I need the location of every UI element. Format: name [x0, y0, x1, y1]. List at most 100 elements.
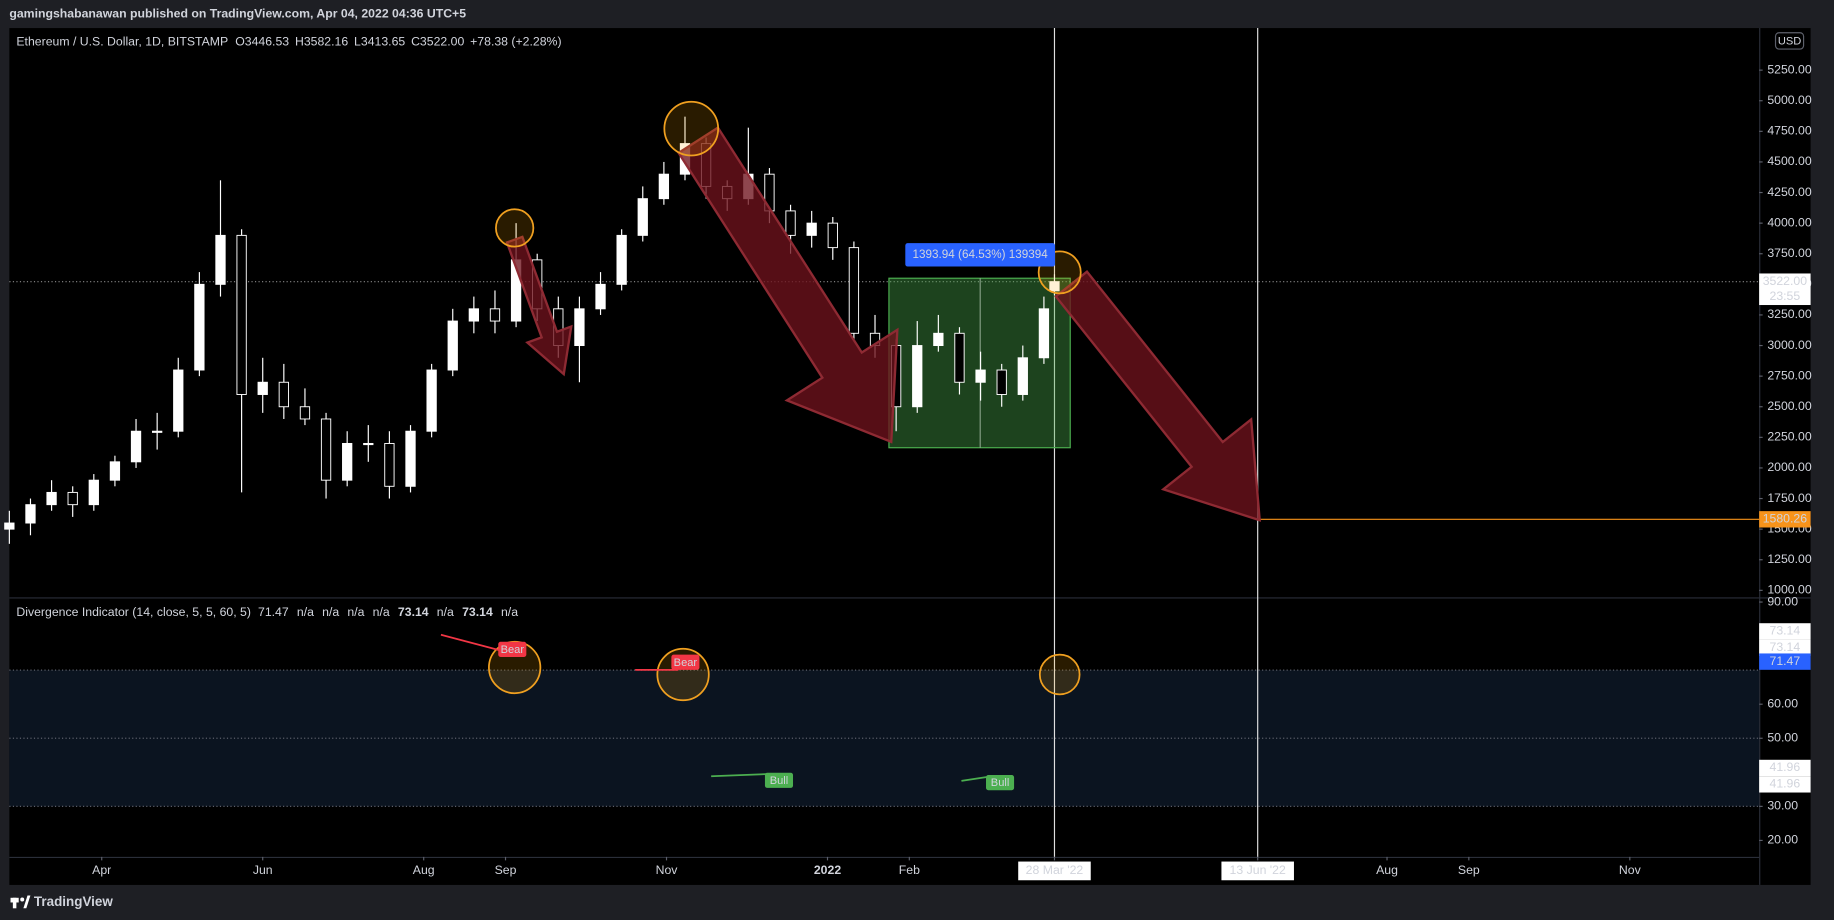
- legend-key: C: [411, 34, 420, 48]
- candle-body: [637, 198, 648, 236]
- candle-body: [25, 504, 36, 524]
- candle-body: [278, 381, 289, 408]
- highlight-circle: [1038, 653, 1081, 696]
- x-tick-label: 13 Jun '22: [1230, 863, 1286, 877]
- axis-label: 41.96: [1770, 760, 1801, 774]
- candle-body: [130, 430, 142, 463]
- candle-body: [785, 210, 796, 236]
- brand-logo: [10, 895, 31, 909]
- candle-body: [574, 308, 585, 347]
- y-tick-label: 4500.00: [1767, 154, 1812, 168]
- candle-body: [616, 234, 627, 285]
- x-tick-label: Aug: [1376, 863, 1398, 877]
- legend-key: O: [235, 34, 245, 48]
- divergence-label: Bull: [991, 777, 1010, 789]
- legend-change: +78.38 (+2.28%): [470, 34, 561, 48]
- axis-label: 1580.26: [1763, 512, 1808, 526]
- legend-key: H: [295, 34, 304, 48]
- y-tick-label: 2250.00: [1767, 430, 1812, 444]
- y-tick-label: 50.00: [1767, 730, 1798, 744]
- measure-label-bg: [905, 243, 1056, 267]
- charts: Bear Bear Bull Bull 1393.94 (64.53%) 139394 1…: [4, 28, 1812, 885]
- trend-arrow: [1054, 270, 1262, 522]
- divergence-line: [440, 633, 504, 652]
- divergence-label-bg: [671, 654, 700, 670]
- candle-body: [236, 234, 247, 395]
- candle-body: [426, 369, 437, 432]
- y-tick-label: 1750.00: [1767, 491, 1812, 505]
- x-tick-label: Sep: [1458, 863, 1480, 877]
- last-price-bg: [1759, 273, 1811, 306]
- trend-arrow: [677, 126, 899, 444]
- candle-body: [996, 369, 1007, 395]
- candle-body: [88, 479, 99, 506]
- x-tick-label: Feb: [899, 863, 920, 877]
- legend-value: 3446.53: [245, 34, 290, 48]
- highlight-circle: [663, 100, 720, 157]
- candle-body: [1049, 281, 1060, 292]
- candle-body: [912, 345, 923, 408]
- candle-body: [299, 406, 311, 420]
- y-tick-label: 3250.00: [1767, 307, 1812, 321]
- candle-body: [4, 522, 15, 530]
- candle-body: [975, 369, 986, 383]
- indicator-value: 71.47: [258, 605, 289, 619]
- candle-body: [257, 381, 268, 395]
- divergence-label: Bear: [501, 644, 525, 656]
- y-tick-label: 4000.00: [1767, 215, 1812, 229]
- y-tick-label: 3000.00: [1767, 338, 1812, 352]
- candle-body: [595, 283, 606, 310]
- x-tick-label: 2022: [814, 863, 841, 877]
- y-tick-label: 3750.00: [1767, 246, 1812, 260]
- y-tick-label: 5000.00: [1767, 93, 1812, 107]
- indicator-value: n/a: [501, 605, 518, 619]
- x-tick-label: Aug: [413, 863, 435, 877]
- axis-label-bg: [1759, 511, 1811, 528]
- candle-body: [447, 320, 458, 371]
- y-tick-label: 5250.00: [1767, 62, 1812, 76]
- legend-value: 3522.00: [420, 34, 465, 48]
- candle-body: [806, 222, 817, 236]
- x-highlight-bg: [1221, 861, 1294, 881]
- logo-part: [20, 897, 25, 902]
- candle-body: [1017, 357, 1028, 395]
- indicator-value: n/a: [347, 605, 364, 619]
- candle-body: [848, 247, 860, 334]
- axis-label: 73.14: [1770, 624, 1801, 638]
- candle-body: [933, 332, 944, 347]
- currency-label: USD: [1778, 35, 1801, 47]
- indicator-value: n/a: [322, 605, 339, 619]
- brand: TradingView: [34, 894, 113, 909]
- candle-body: [342, 442, 353, 481]
- x-highlight-bg: [1018, 861, 1091, 881]
- highlight-circle: [495, 208, 535, 248]
- x-tick-label: Nov: [1619, 863, 1642, 877]
- countdown: 23:55: [1770, 289, 1801, 303]
- legend-key: L: [354, 34, 361, 48]
- legend-value: 3582.16: [304, 34, 349, 48]
- divergence-label-bg: [986, 775, 1015, 791]
- divergence-line: [711, 772, 772, 778]
- symbol-title: Ethereum / U.S. Dollar, 1D, BITSTAMP: [16, 34, 228, 48]
- candle-body: [405, 430, 416, 487]
- axis-label-bg: [1759, 653, 1811, 670]
- x-tick-label: Sep: [495, 863, 517, 877]
- divergence-label-bg: [498, 641, 527, 657]
- x-tick-label: 28 Mar '22: [1026, 863, 1084, 877]
- indicator-title: Divergence Indicator (14, close, 5, 5, 6…: [16, 605, 251, 619]
- candle-body: [152, 430, 163, 433]
- candle-body: [173, 369, 184, 432]
- candle-body: [363, 442, 374, 446]
- candle-body: [489, 308, 501, 322]
- candle-body: [658, 173, 670, 200]
- candle-body: [109, 461, 121, 481]
- y-tick-label: 60.00: [1767, 696, 1798, 710]
- legend-value: 3413.65: [361, 34, 406, 48]
- indicator-value: n/a: [437, 605, 454, 619]
- candle-body: [46, 491, 57, 506]
- divergence-label: Bear: [674, 657, 698, 669]
- logo-part: [23, 895, 31, 909]
- y-tick-label: 30.00: [1767, 799, 1798, 813]
